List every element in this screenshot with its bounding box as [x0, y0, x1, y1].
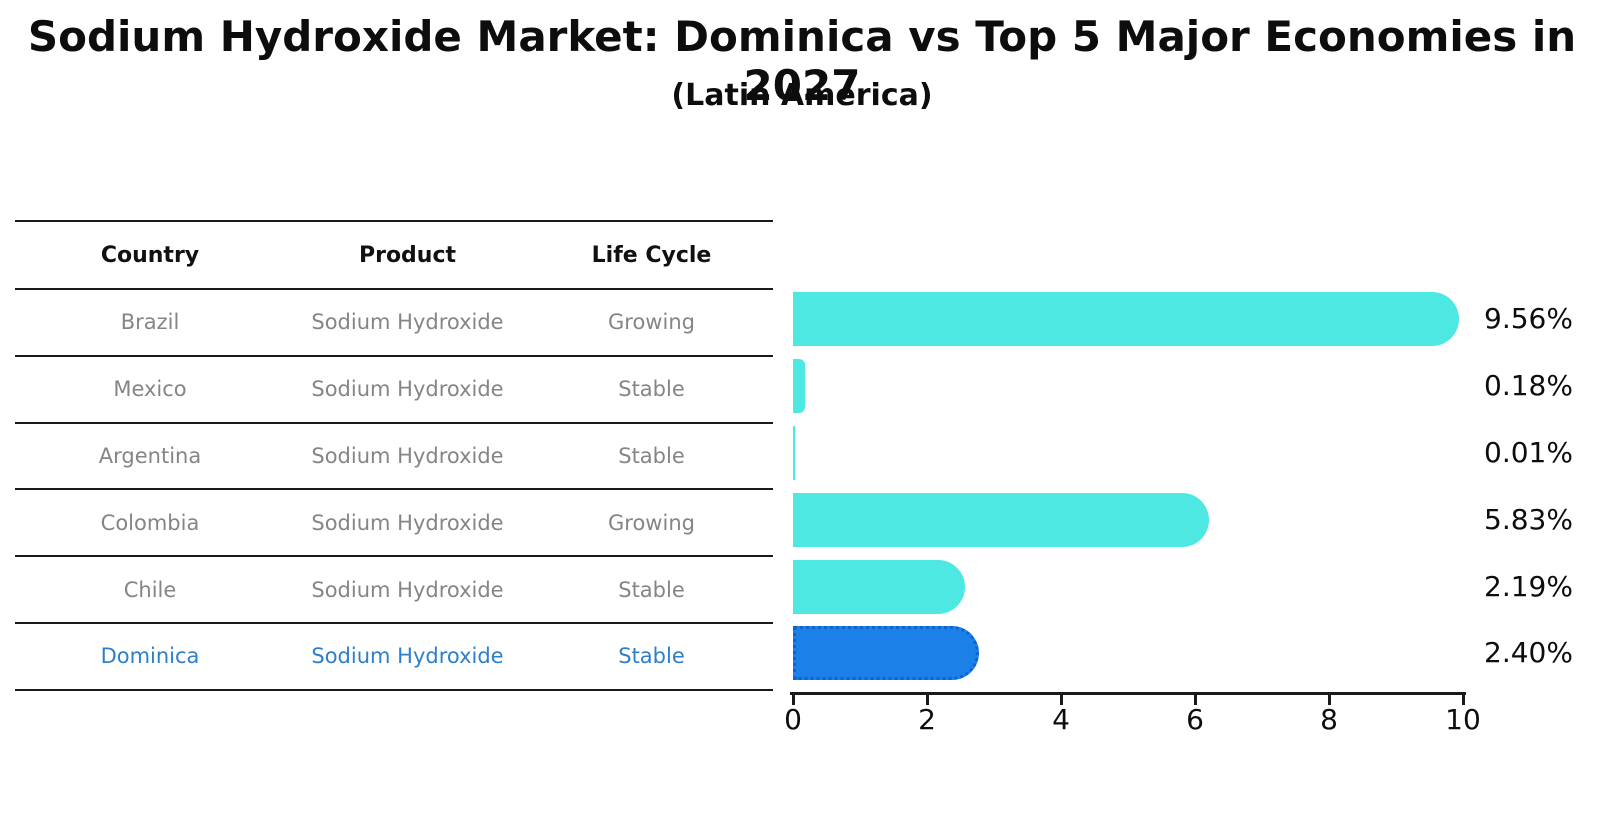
bar-value-label-mexico: 0.18% [1484, 369, 1573, 403]
x-axis-tick-label: 2 [918, 703, 936, 736]
cell-product: Sodium Hydroxide [311, 510, 504, 535]
x-axis-tick [926, 695, 929, 705]
cell-country: Brazil [120, 310, 180, 335]
bar-mexico [793, 359, 806, 414]
x-axis-line [790, 692, 1466, 695]
bar-value-label-chile: 2.19% [1484, 569, 1573, 603]
bar-argentina [793, 426, 795, 480]
table-header-product: Product [358, 242, 457, 268]
table-header-row: Country Product Life Cycle [15, 222, 773, 290]
bar-value-label-dominica: 2.40% [1484, 636, 1573, 670]
cell-life-cycle: Growing [608, 310, 695, 335]
cell-country: Mexico [113, 377, 187, 402]
cell-country: Chile [123, 577, 177, 602]
cell-product: Sodium Hydroxide [311, 377, 504, 402]
table-header-life-cycle: Life Cycle [591, 242, 712, 268]
cell-life-cycle: Stable [618, 577, 685, 602]
bar-value-label-colombia: 5.83% [1484, 502, 1573, 536]
x-axis-tick [1328, 695, 1331, 705]
cell-life-cycle: Stable [618, 644, 685, 669]
x-axis-tick-label: 10 [1445, 703, 1481, 736]
cell-country: Argentina [98, 443, 202, 468]
table-header-country: Country [100, 242, 200, 268]
x-axis-tick [1060, 695, 1063, 705]
bar-colombia [793, 492, 1209, 547]
bar-chile [793, 559, 965, 614]
cell-life-cycle: Stable [618, 377, 685, 402]
table-row-dominica: Dominica Sodium Hydroxide Stable [15, 624, 773, 691]
cell-life-cycle: Stable [618, 443, 685, 468]
country-table: Country Product Life Cycle Brazil Sodium … [15, 220, 773, 691]
cell-life-cycle: Growing [608, 510, 695, 535]
x-axis-tick-label: 0 [784, 703, 802, 736]
bar-value-label-brazil: 9.56% [1484, 302, 1573, 336]
cell-country: Colombia [100, 510, 200, 535]
cell-product: Sodium Hydroxide [311, 644, 504, 669]
x-axis-tick-label: 6 [1186, 703, 1204, 736]
table-row-argentina: Argentina Sodium Hydroxide Stable [15, 424, 773, 491]
x-axis-tick [1462, 695, 1465, 705]
table-row-colombia: Colombia Sodium Hydroxide Growing [15, 490, 773, 558]
table-row-brazil: Brazil Sodium Hydroxide Growing [15, 290, 773, 357]
cell-product: Sodium Hydroxide [311, 577, 504, 602]
bar-brazil [793, 292, 1459, 347]
x-axis-tick [1194, 695, 1197, 705]
x-axis-tick-label: 4 [1052, 703, 1070, 736]
x-axis-tick [792, 695, 795, 705]
table-row-mexico: Mexico Sodium Hydroxide Stable [15, 357, 773, 424]
chart-subtitle: (Latin America) [671, 78, 933, 113]
table-row-chile: Chile Sodium Hydroxide Stable [15, 557, 773, 624]
cell-product: Sodium Hydroxide [311, 443, 504, 468]
bar-dominica [793, 626, 979, 681]
cell-country: Dominica [100, 644, 200, 669]
cell-product: Sodium Hydroxide [311, 310, 504, 335]
x-axis-tick-label: 8 [1320, 703, 1338, 736]
bar-value-label-argentina: 0.01% [1484, 436, 1573, 469]
chart-title: Sodium Hydroxide Market: Dominica vs Top… [27, 12, 1577, 110]
